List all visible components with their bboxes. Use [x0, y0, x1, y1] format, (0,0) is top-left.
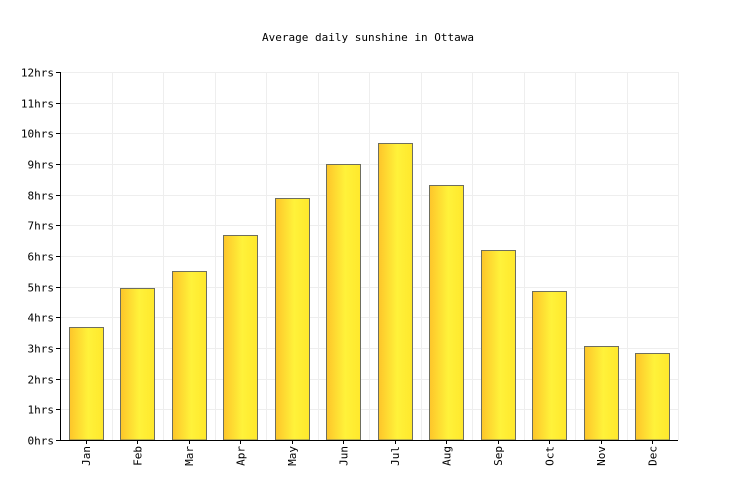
- y-tick-label: 3hrs: [28, 343, 55, 356]
- bar-oct: [532, 291, 567, 441]
- y-tick-label: 12hrs: [21, 67, 54, 80]
- y-tick-label: 1hrs: [28, 404, 55, 417]
- bar-feb: [120, 288, 155, 441]
- bar-jul: [378, 143, 413, 441]
- x-tick-label: Apr: [234, 446, 247, 466]
- x-tick-label: Jun: [337, 446, 350, 466]
- x-tick-label: Mar: [183, 446, 196, 466]
- bar-sep: [481, 250, 516, 441]
- y-tick-label: 11hrs: [21, 98, 54, 111]
- axes: [60, 72, 678, 441]
- bar-jun: [326, 164, 361, 441]
- x-tick-label: Dec: [646, 446, 659, 466]
- bars-group: [69, 143, 670, 441]
- x-tick-label: Jul: [389, 446, 402, 466]
- y-tick-label: 4hrs: [28, 312, 55, 325]
- x-tick-label: Aug: [440, 446, 453, 466]
- y-tick-label: 7hrs: [28, 220, 55, 233]
- y-tick-label: 9hrs: [28, 159, 55, 172]
- y-tick-label: 6hrs: [28, 251, 55, 264]
- y-tick-label: 8hrs: [28, 190, 55, 203]
- grid-lines: [60, 72, 679, 440]
- y-tick-label: 5hrs: [28, 282, 55, 295]
- chart-title: Average daily sunshine in Ottawa: [262, 31, 474, 44]
- bar-apr: [223, 235, 258, 441]
- y-tick-label: 2hrs: [28, 374, 55, 387]
- bar-mar: [172, 271, 207, 441]
- x-tick-label: Feb: [131, 446, 144, 466]
- y-tick-label: 10hrs: [21, 128, 54, 141]
- bar-nov: [584, 346, 619, 441]
- bar-aug: [429, 185, 464, 441]
- x-tick-label: Sep: [492, 446, 505, 466]
- x-axis-ticks: Jan Feb Mar Apr May Jun Jul Aug Sep Oct Nov Dec: [80, 440, 659, 466]
- x-tick-label: Jan: [80, 446, 93, 466]
- y-tick-label: 0hrs: [28, 435, 55, 448]
- x-tick-label: May: [286, 446, 299, 466]
- x-tick-label: Nov: [595, 446, 608, 466]
- bar-dec: [635, 353, 670, 441]
- bar-may: [275, 198, 310, 441]
- y-axis-ticks: 0hrs 1hrs 2hrs 3hrs 4hrs 5hrs 6hrs 7hrs 8hrs 9hrs…: [21, 67, 60, 448]
- bar-jan: [69, 327, 104, 441]
- x-tick-label: Oct: [543, 446, 556, 466]
